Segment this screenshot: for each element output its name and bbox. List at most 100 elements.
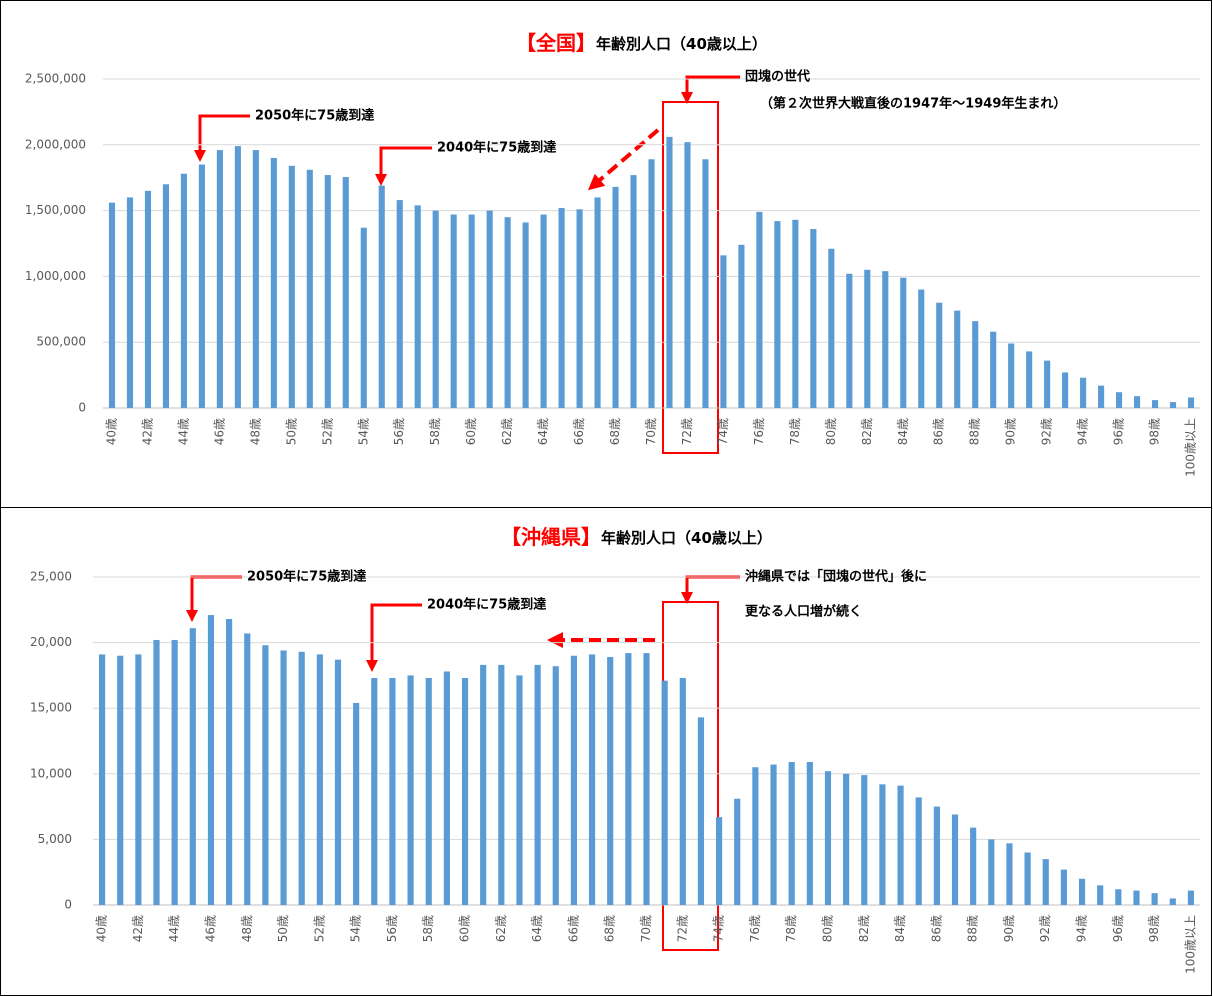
bar (738, 244, 745, 408)
bar (306, 169, 313, 408)
x-tick-label: 96歳 (1111, 915, 1125, 942)
x-tick-label: 92歳 (1038, 915, 1052, 942)
y-tick-label: 25,000 (30, 570, 72, 584)
bar (936, 302, 943, 408)
y-tick-label: 1,500,000 (25, 203, 86, 217)
bar (98, 654, 106, 905)
bar (861, 775, 868, 905)
x-tick-label: 94歳 (1076, 418, 1090, 445)
x-tick-label: 64歳 (536, 418, 550, 445)
title-highlight: 【沖縄県】 (501, 525, 601, 549)
x-tick-label: 96歳 (1112, 418, 1126, 445)
x-tick-label: 64歳 (530, 915, 544, 942)
x-tick-label: 52歳 (320, 418, 334, 445)
x-tick-label: 68歳 (603, 915, 617, 942)
bar (697, 717, 705, 905)
bar (625, 653, 632, 905)
bar (540, 214, 547, 408)
bar (1044, 360, 1051, 408)
x-tick-label: 68歳 (608, 418, 622, 445)
bar (824, 771, 832, 905)
bar (298, 651, 305, 905)
bar (108, 202, 116, 408)
annotation: 2040年に75歳到達 (427, 597, 546, 613)
bar (1080, 377, 1087, 408)
bar (970, 827, 977, 905)
x-tick-label: 46歳 (212, 418, 226, 445)
bar (342, 177, 349, 408)
bar (480, 664, 487, 905)
x-tick-label: 80歳 (824, 418, 838, 445)
x-tick-label: 56歳 (385, 915, 399, 942)
bar (425, 678, 432, 905)
x-tick-label: 80歳 (820, 915, 834, 942)
x-tick-label: 48歳 (248, 418, 262, 445)
bar (407, 675, 414, 905)
x-tick-label: 54歳 (349, 915, 363, 942)
annotation: 団塊の世代 (745, 69, 810, 85)
x-tick-label: 42歳 (131, 915, 145, 942)
callouts (186, 75, 740, 951)
bar (1078, 878, 1086, 905)
x-tick-label: 48歳 (240, 915, 254, 942)
bar (1151, 400, 1159, 408)
bar (126, 197, 134, 408)
bar (864, 269, 871, 408)
bar (648, 159, 655, 408)
y-tick-label: 2,000,000 (25, 137, 86, 151)
bar (1133, 890, 1140, 905)
bar (117, 655, 124, 905)
bar (1098, 385, 1105, 408)
y-tick-label: 500,000 (36, 335, 86, 349)
x-tick-label: 76歳 (752, 418, 766, 445)
x-tick-label: 94歳 (1075, 915, 1089, 942)
x-tick-label: 40歳 (95, 915, 109, 942)
x-tick-label: 58歳 (421, 915, 435, 942)
bar (226, 618, 233, 905)
bar (1008, 343, 1015, 408)
bar (594, 197, 601, 408)
x-tick-label: 78歳 (784, 915, 798, 942)
x-tick-label: 84歳 (896, 418, 910, 445)
bar (810, 229, 817, 408)
bar (843, 773, 850, 905)
annotation: （第２次世界大戦直後の1947年～1949年生まれ） (760, 96, 1066, 112)
x-tick-label: 72歳 (680, 418, 694, 445)
bar (1042, 859, 1049, 905)
annotation: 沖縄県では「団塊の世代」後に (745, 569, 927, 585)
bar (679, 678, 686, 905)
bar (396, 200, 403, 408)
bar (432, 210, 439, 408)
x-tick-label: 74歳 (712, 915, 726, 942)
bar (684, 142, 691, 408)
y-tick-label: 0 (64, 898, 72, 912)
x-tick-label: 100歳以上 (1184, 418, 1198, 477)
bar (207, 615, 215, 905)
bar (702, 159, 709, 408)
annotation: 更なる人口増が続く (745, 604, 862, 620)
bar (443, 671, 450, 905)
bar (516, 675, 523, 905)
bar (486, 210, 493, 408)
x-tick-label: 42歳 (140, 418, 154, 445)
x-tick-label: 88歳 (966, 915, 980, 942)
x-tick-label: 62歳 (500, 418, 514, 445)
bar (734, 798, 741, 905)
bar (1187, 890, 1195, 905)
bar (661, 680, 668, 905)
x-tick-label: 56歳 (392, 418, 406, 445)
bar (353, 702, 360, 905)
annotation: 2050年に75歳到達 (247, 569, 366, 585)
annotation: 2050年に75歳到達 (255, 108, 374, 124)
bar (988, 839, 995, 905)
bar (1151, 893, 1158, 905)
bar (607, 657, 614, 905)
bar (468, 214, 475, 408)
x-tick-label: 70歳 (639, 915, 653, 942)
title-highlight: 【全国】 (516, 31, 596, 55)
bar (371, 678, 378, 905)
bar (570, 655, 577, 905)
x-tick-label: 44歳 (176, 418, 190, 445)
bar (171, 639, 178, 905)
